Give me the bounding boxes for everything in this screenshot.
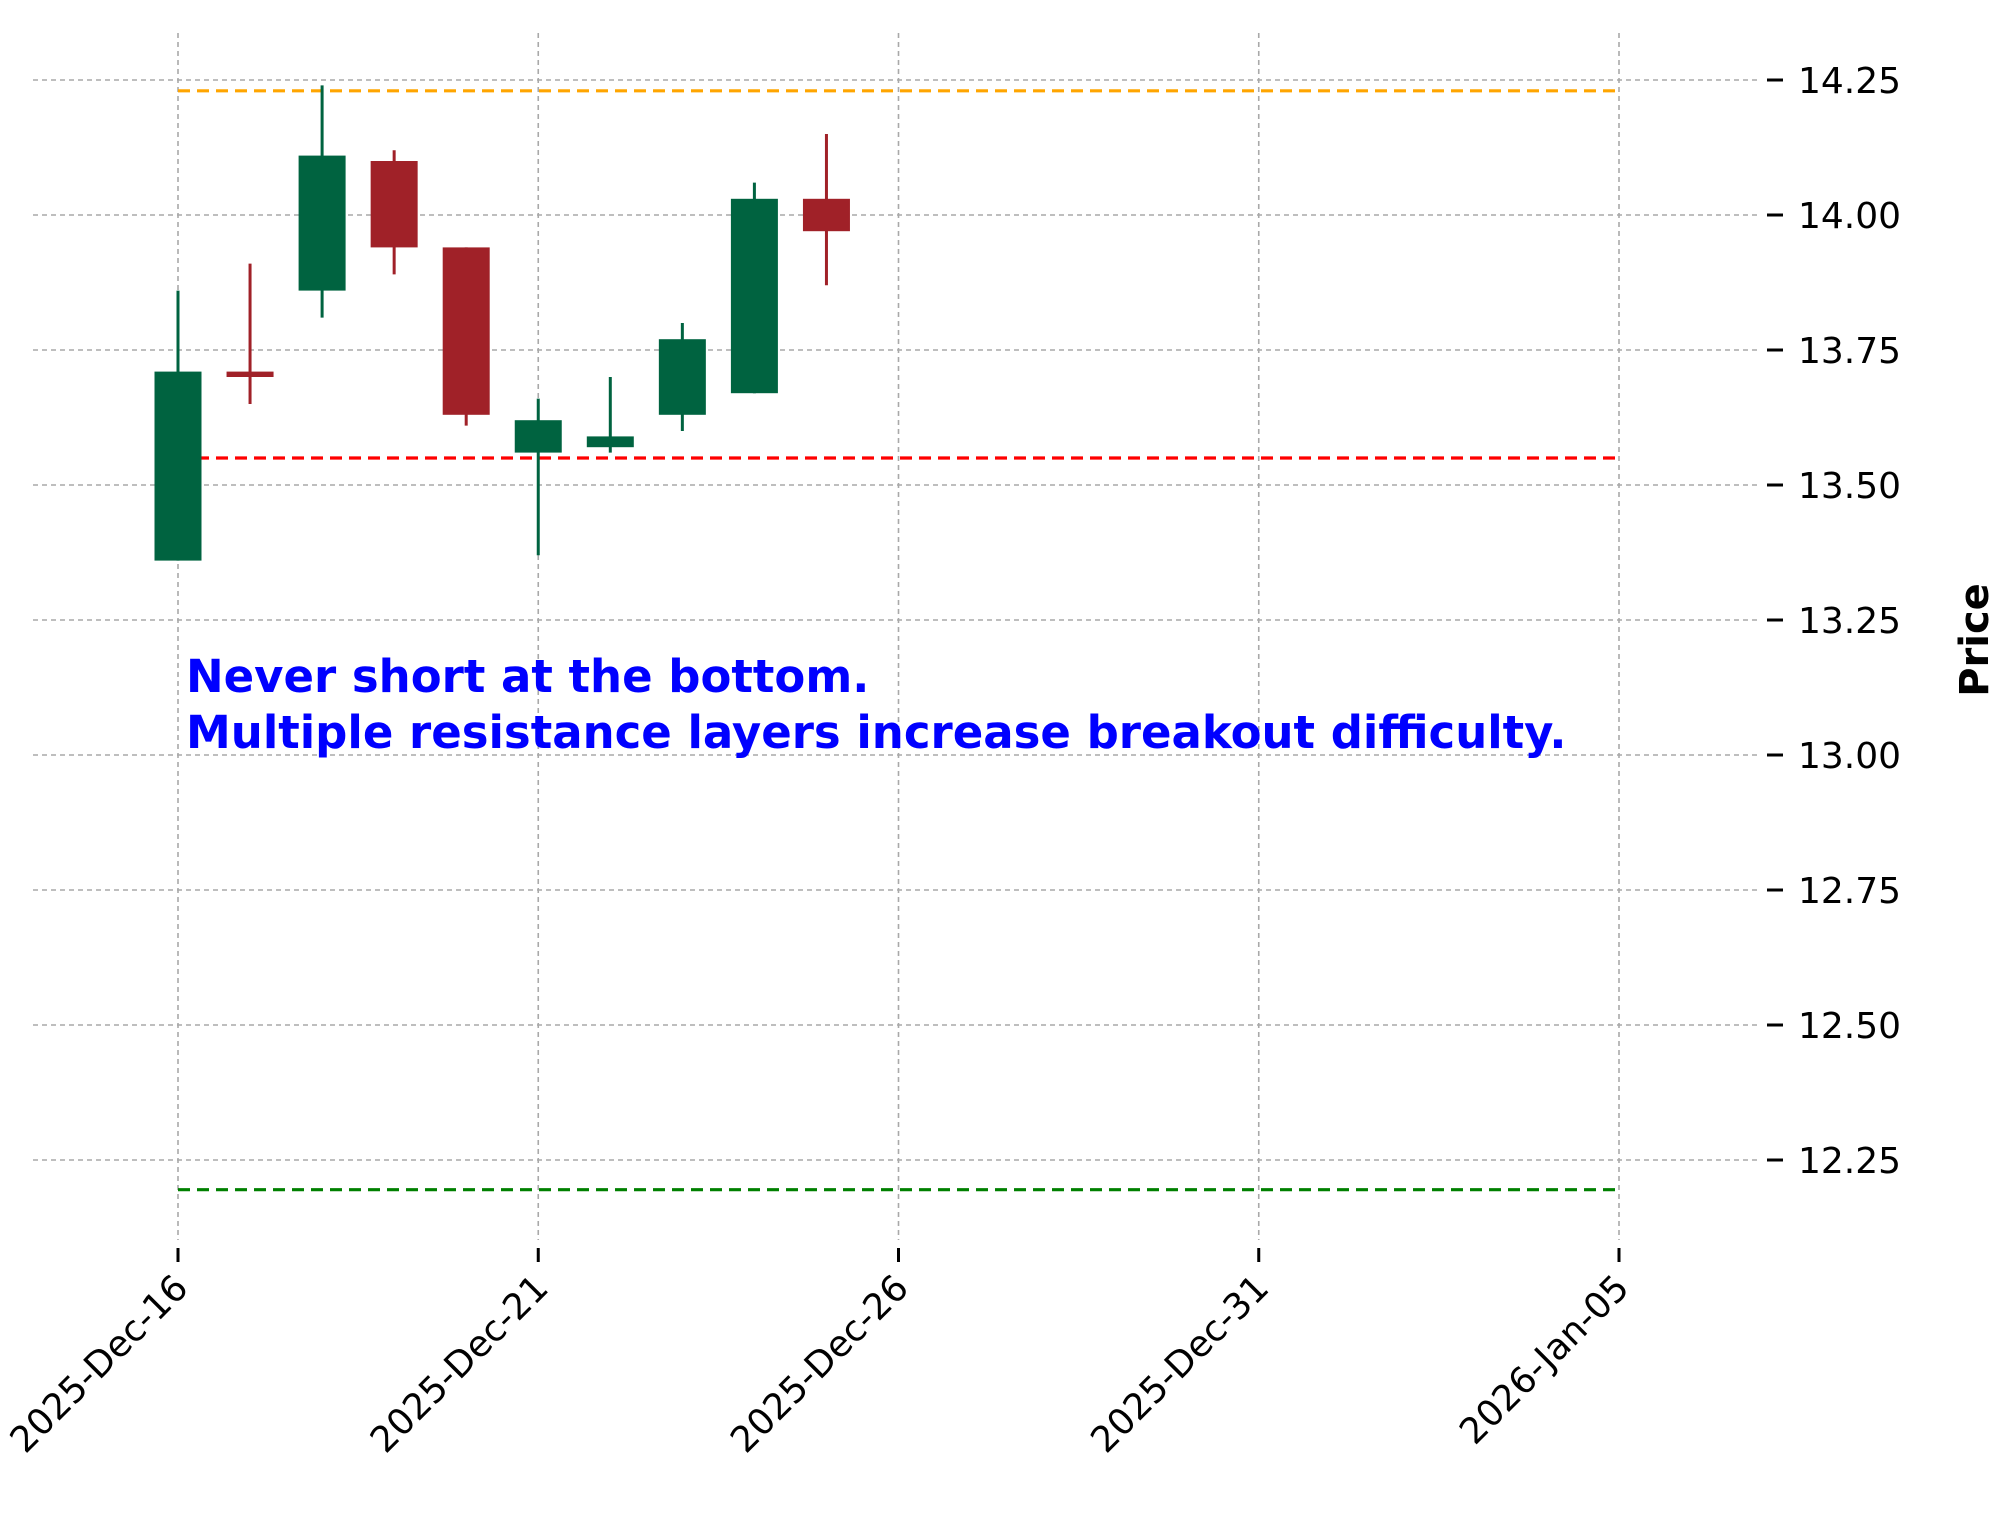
annotation-line: Multiple resistance layers increase brea…	[186, 706, 1566, 759]
y-tick-label: 14.25	[1798, 61, 1901, 102]
candle	[442, 247, 490, 426]
candle-body	[514, 420, 562, 453]
candle-body	[370, 161, 418, 248]
candle	[730, 182, 778, 394]
candle	[226, 263, 274, 404]
x-tick-label: 2025-Dec-31	[1083, 1267, 1277, 1461]
candle-body	[298, 155, 346, 291]
candle-body	[586, 436, 634, 448]
candle-body	[226, 371, 274, 377]
reference-lines	[178, 89, 1619, 1192]
candle-body	[154, 371, 202, 561]
candle	[370, 150, 418, 275]
candle-body	[802, 198, 850, 232]
y-tick-label: 14.00	[1798, 196, 1901, 237]
y-tick-label: 12.50	[1798, 1006, 1901, 1047]
x-tick-label: 2025-Dec-21	[363, 1267, 557, 1461]
candle	[514, 398, 562, 556]
annotation-text: Never short at the bottom. Multiple resi…	[186, 650, 1566, 759]
y-tick-label: 13.00	[1798, 736, 1901, 777]
x-axis: 2025-Dec-16 2025-Dec-21 2025-Dec-26 2025-De…	[3, 1248, 1637, 1461]
y-tick-label: 12.25	[1798, 1141, 1901, 1182]
candle-body	[730, 198, 778, 394]
y-axis-label: Price	[1952, 583, 1998, 697]
y-tick-label: 13.50	[1798, 466, 1901, 507]
x-tick-label: 2025-Dec-26	[723, 1267, 917, 1461]
candle	[802, 134, 850, 286]
grid	[33, 33, 1760, 1240]
y-tick-label: 12.75	[1798, 871, 1901, 912]
y-tick-label: 13.75	[1798, 331, 1901, 372]
candle-body	[658, 339, 706, 415]
candle	[154, 290, 202, 561]
y-tick-label: 13.25	[1798, 601, 1901, 642]
candle	[658, 323, 706, 431]
annotation-line: Never short at the bottom.	[186, 650, 869, 703]
candle-body	[442, 247, 490, 415]
candle	[298, 85, 346, 318]
candles	[154, 85, 850, 561]
x-tick-label: 2026-Jan-05	[1452, 1267, 1637, 1452]
candle	[586, 377, 634, 453]
y-axis: 12.25 12.50 12.75 13.00 13.25 13.50 13.75 14.00…	[1767, 61, 1901, 1182]
x-tick-label: 2025-Dec-16	[3, 1267, 197, 1461]
